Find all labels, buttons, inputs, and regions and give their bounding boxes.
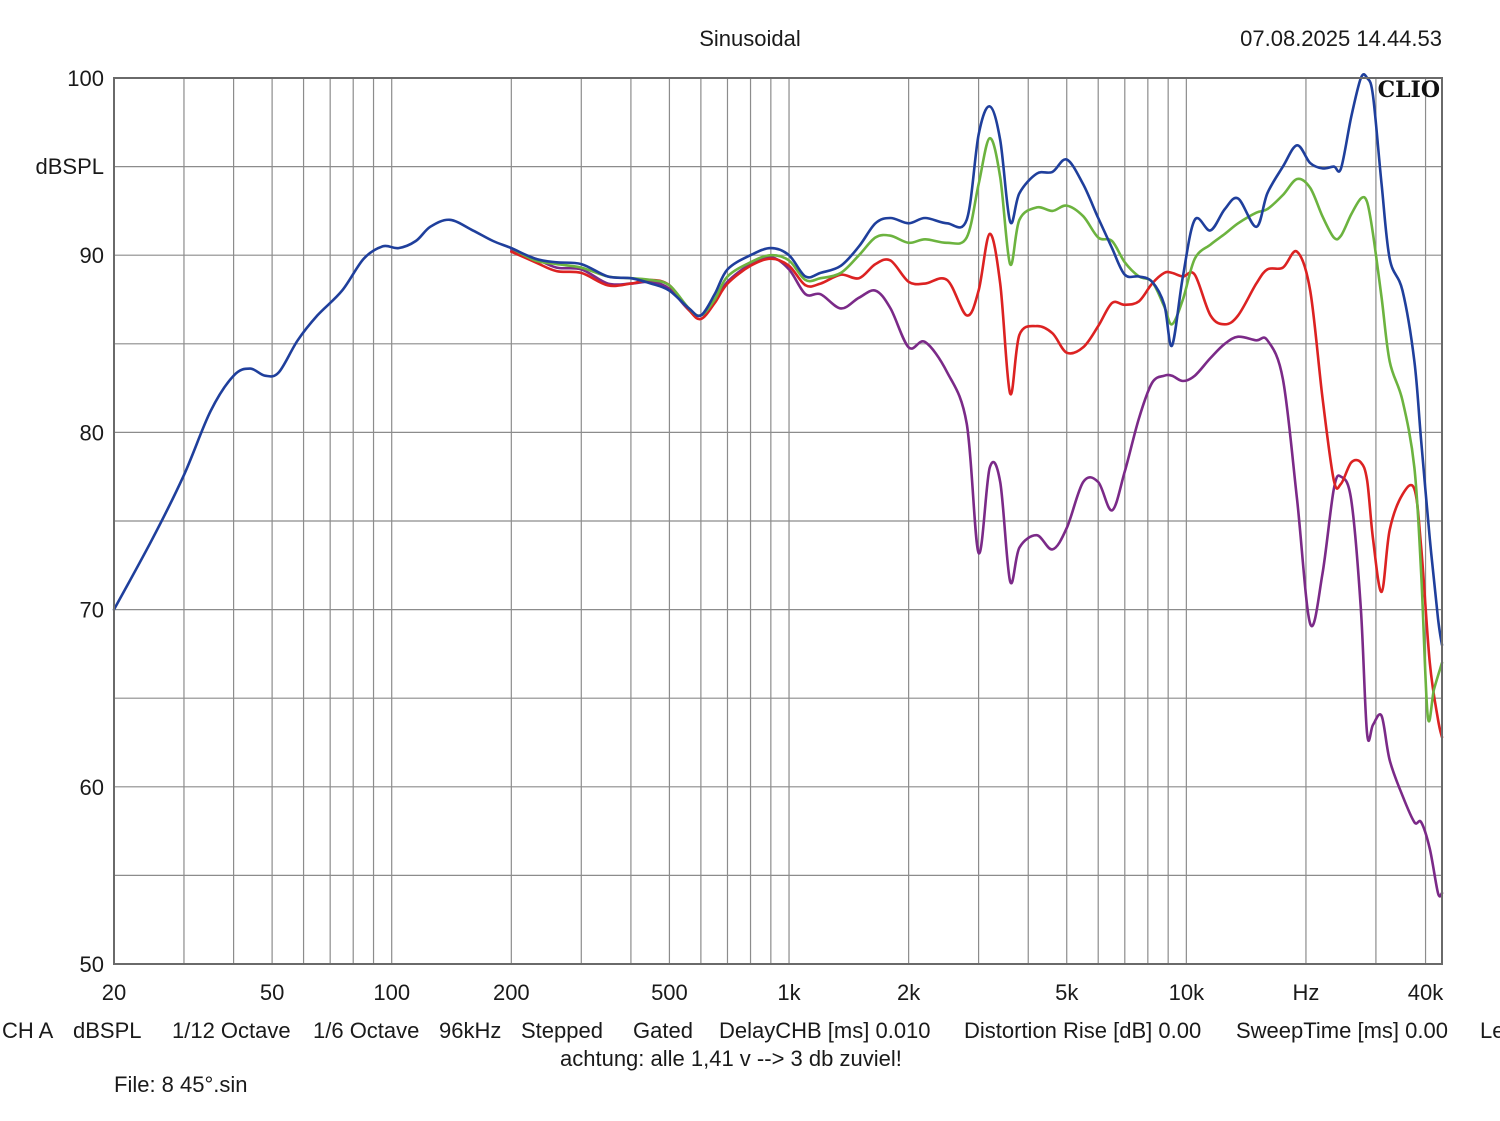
footer-delay: DelayCHB [ms] 0.010	[719, 1018, 931, 1043]
y-tick-label: 60	[80, 775, 104, 800]
x-tick-label: 5k	[1055, 980, 1079, 1005]
x-tick-label: 2k	[897, 980, 921, 1005]
footer-smoothing-a: 1/12 Octave	[172, 1018, 291, 1043]
timestamp: 07.08.2025 14.44.53	[1240, 26, 1442, 51]
x-tick-label: 100	[373, 980, 410, 1005]
y-tick-label: 80	[80, 420, 104, 445]
x-tick-label: Hz	[1293, 980, 1320, 1005]
footer-channel: CH A	[2, 1018, 54, 1043]
y-axis-label: dBSPL	[36, 154, 105, 179]
chart-title: Sinusoidal	[699, 26, 801, 51]
footer-mode-a: Stepped	[521, 1018, 603, 1043]
series-layer	[112, 73, 1444, 898]
footer-truncated: Le	[1480, 1018, 1500, 1043]
clio-logo: CLIO	[1378, 77, 1440, 103]
x-tick-labels: 20 50 100 200 500 1k 2k 5k 10k Hz 40k	[102, 980, 1445, 1005]
x-tick-label: 40k	[1408, 980, 1444, 1005]
footer-smoothing-b: 1/6 Octave	[313, 1018, 420, 1043]
x-tick-label: 500	[651, 980, 688, 1005]
series-purple-line	[510, 248, 1444, 898]
plot-frame	[113, 77, 1443, 965]
footer-distortion: Distortion Rise [dB] 0.00	[964, 1018, 1202, 1043]
grid	[113, 77, 1442, 965]
footer-note: achtung: alle 1,41 v --> 3 db zuviel!	[560, 1046, 902, 1071]
x-tick-label: 1k	[777, 980, 801, 1005]
y-tick-label: 100	[67, 66, 104, 91]
footer-sweep: SweepTime [ms] 0.00	[1236, 1018, 1448, 1043]
series-red-line	[510, 232, 1444, 739]
x-tick-label: 200	[493, 980, 530, 1005]
footer-unit: dBSPL	[73, 1018, 142, 1043]
y-tick-label: 70	[80, 598, 104, 623]
x-tick-label: 10k	[1169, 980, 1205, 1005]
series-blue-line	[112, 73, 1444, 647]
x-tick-label: 20	[102, 980, 126, 1005]
footer-mode-b: Gated	[633, 1018, 693, 1043]
x-tick-label: 50	[260, 980, 284, 1005]
footer-file: File: 8 45°.sin	[114, 1072, 248, 1097]
series-green-line	[510, 136, 1444, 723]
y-tick-label: 90	[80, 243, 104, 268]
footer-sample-rate: 96kHz	[439, 1018, 502, 1043]
y-tick-label: 50	[80, 952, 104, 977]
y-tick-labels: 100 90 80 70 60 50	[67, 66, 104, 977]
